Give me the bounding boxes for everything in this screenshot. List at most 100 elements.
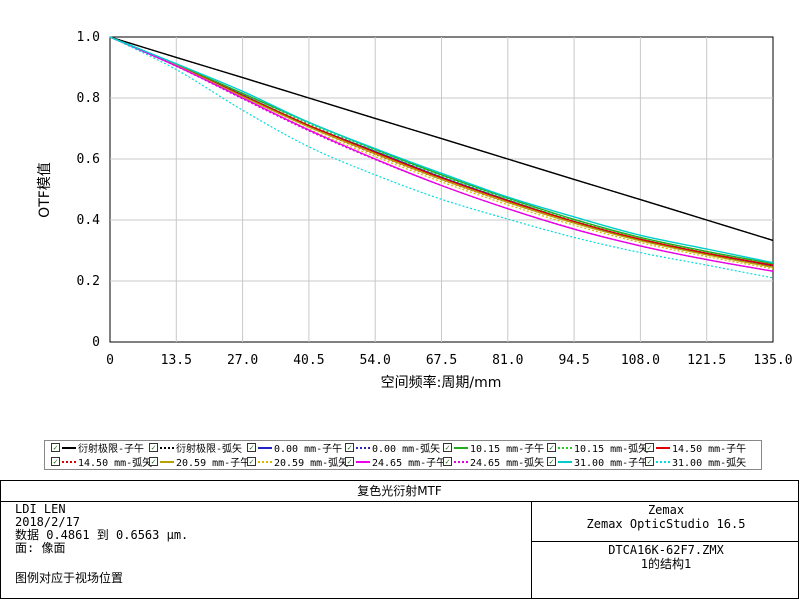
legend-label: 24.65 mm-弧矢: [470, 458, 545, 469]
info-date: 2018/2/17: [15, 515, 81, 529]
legend-checkbox[interactable]: ✓: [443, 457, 452, 466]
y-tick-label: 0.8: [77, 91, 100, 106]
legend-checkbox[interactable]: ✓: [149, 443, 158, 452]
legend-swatch: [356, 446, 370, 449]
legend-label: 20.59 mm-弧矢: [274, 458, 349, 469]
legend-label: 10.15 mm-子午: [470, 444, 545, 455]
divider: [531, 541, 799, 542]
series-line-13: [109, 36, 774, 279]
legend: ✓ 衍射极限-子午 ✓ 衍射极限-弧矢 ✓ 0.00 mm-子午 ✓ 0.00 mm-弧矢 ✓ 1…: [44, 440, 762, 470]
legend-swatch: [160, 460, 174, 463]
legend-label: 衍射极限-弧矢: [176, 444, 243, 455]
legend-swatch: [656, 460, 670, 463]
legend-checkbox[interactable]: ✓: [345, 457, 354, 466]
y-tick-label: 0.4: [77, 213, 101, 228]
legend-label: 24.65 mm-子午: [372, 458, 447, 469]
legend-checkbox[interactable]: ✓: [247, 457, 256, 466]
info-table: 复色光衍射MTF LDI LEN 2018/2/17 数据 0.4861 到 0…: [0, 480, 799, 599]
x-tick-label: 81.0: [492, 353, 523, 368]
series-line-8: [109, 36, 774, 268]
legend-item[interactable]: ✓ 20.59 mm-子午: [149, 455, 251, 469]
mtf-chart: 0 13.5 27.0 40.5 54.0 67.5 81.0 94.5 108.0 121.5 1…: [37, 30, 793, 391]
legend-label: 14.50 mm-弧矢: [78, 458, 153, 469]
y-tick-label: 0.6: [77, 152, 100, 167]
legend-swatch: [258, 446, 272, 449]
legend-label: 20.59 mm-子午: [176, 458, 251, 469]
tick-labels: 0 13.5 27.0 40.5 54.0 67.5 81.0 94.5 108.0 121.5 1…: [77, 30, 793, 368]
legend-checkbox[interactable]: ✓: [547, 443, 556, 452]
series-lines: [109, 36, 774, 279]
series-line-0: [109, 36, 774, 242]
legend-swatch: [356, 460, 370, 463]
legend-swatch: [160, 446, 174, 449]
x-tick-label: 13.5: [161, 353, 192, 368]
legend-swatch: [454, 460, 468, 463]
series-line-12: [109, 36, 774, 264]
legend-swatch: [558, 446, 572, 449]
x-tick-label: 94.5: [558, 353, 589, 368]
legend-item[interactable]: ✓ 20.59 mm-弧矢: [247, 455, 349, 469]
series-line-5: [109, 36, 774, 266]
legend-item[interactable]: ✓ 31.00 mm-子午: [547, 455, 649, 469]
series-line-10: [109, 36, 774, 272]
y-tick-label: 0.2: [77, 274, 100, 289]
legend-label: 衍射极限-子午: [78, 444, 145, 455]
series-line-11: [109, 36, 774, 272]
legend-item[interactable]: ✓ 0.00 mm-弧矢: [345, 441, 441, 455]
legend-checkbox[interactable]: ✓: [443, 443, 452, 452]
info-wavelength: 数据 0.4861 到 0.6563 μm.: [15, 528, 189, 542]
legend-label: 31.00 mm-子午: [574, 458, 649, 469]
legend-checkbox[interactable]: ✓: [345, 443, 354, 452]
legend-checkbox[interactable]: ✓: [645, 443, 654, 452]
legend-swatch: [62, 460, 76, 463]
y-tick-label: 1.0: [77, 30, 100, 45]
legend-item[interactable]: ✓ 10.15 mm-子午: [443, 441, 545, 455]
legend-checkbox[interactable]: ✓: [645, 457, 654, 466]
info-version: Zemax OpticStudio 16.5: [586, 517, 746, 531]
x-tick-label: 27.0: [227, 353, 258, 368]
legend-item[interactable]: ✓ 24.65 mm-子午: [345, 455, 447, 469]
legend-label: 0.00 mm-子午: [274, 444, 343, 455]
legend-swatch: [258, 460, 272, 463]
legend-label: 31.00 mm-弧矢: [672, 458, 747, 469]
x-tick-label: 67.5: [426, 353, 457, 368]
info-lens-name: LDI LEN: [15, 502, 66, 516]
x-tick-label: 108.0: [621, 353, 660, 368]
legend-item[interactable]: ✓ 31.00 mm-弧矢: [645, 455, 747, 469]
y-axis-label: OTF模值: [37, 162, 53, 218]
legend-swatch: [656, 446, 670, 449]
legend-label: 14.50 mm-子午: [672, 444, 747, 455]
divider: [531, 501, 532, 599]
x-tick-label: 121.5: [687, 353, 726, 368]
legend-item[interactable]: ✓ 衍射极限-子午: [51, 441, 145, 455]
legend-item[interactable]: ✓ 0.00 mm-子午: [247, 441, 343, 455]
info-company: Zemax: [647, 503, 685, 517]
legend-checkbox[interactable]: ✓: [149, 457, 158, 466]
series-line-4: [109, 36, 774, 265]
legend-label: 0.00 mm-弧矢: [372, 444, 441, 455]
x-tick-label: 40.5: [293, 353, 324, 368]
legend-checkbox[interactable]: ✓: [51, 443, 60, 452]
info-configuration: 1的结构1: [640, 557, 692, 571]
legend-swatch: [558, 460, 572, 463]
legend-item[interactable]: ✓ 衍射极限-弧矢: [149, 441, 243, 455]
legend-item[interactable]: ✓ 24.65 mm-弧矢: [443, 455, 545, 469]
legend-label: 10.15 mm-弧矢: [574, 444, 649, 455]
x-tick-label: 135.0: [753, 353, 792, 368]
info-title: 复色光衍射MTF: [1, 481, 798, 502]
legend-swatch: [62, 446, 76, 449]
legend-item[interactable]: ✓ 14.50 mm-弧矢: [51, 455, 153, 469]
info-filename: DTCA16K-62F7.ZMX: [608, 543, 724, 557]
info-file: DTCA16K-62F7.ZMX 1的结构1: [532, 543, 800, 571]
info-note: 图例对应于视场位置: [15, 571, 124, 585]
legend-item[interactable]: ✓ 10.15 mm-弧矢: [547, 441, 649, 455]
x-axis-label: 空间频率:周期/mm: [381, 374, 502, 391]
info-software: Zemax Zemax OpticStudio 16.5: [532, 503, 800, 531]
legend-item[interactable]: ✓ 14.50 mm-子午: [645, 441, 747, 455]
legend-checkbox[interactable]: ✓: [547, 457, 556, 466]
info-left-block: LDI LEN 2018/2/17 数据 0.4861 到 0.6563 μm.…: [15, 503, 188, 555]
info-surface: 面: 像面: [15, 541, 66, 555]
legend-checkbox[interactable]: ✓: [247, 443, 256, 452]
grid: [110, 37, 773, 342]
legend-checkbox[interactable]: ✓: [51, 457, 60, 466]
